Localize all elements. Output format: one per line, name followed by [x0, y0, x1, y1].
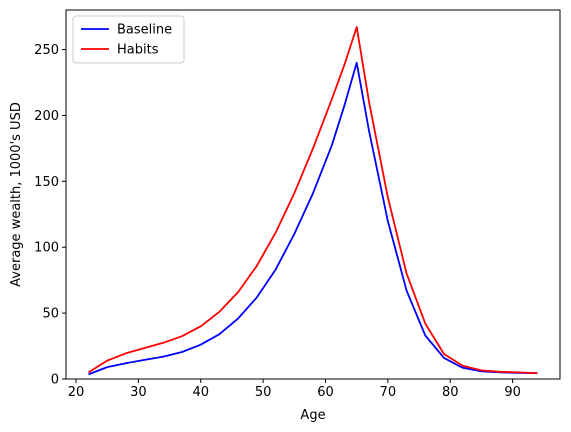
y-tick-label: 0 — [51, 373, 59, 388]
plot-frame — [65, 9, 561, 380]
x-tick-label: 80 — [442, 385, 459, 400]
x-tick-label: 90 — [504, 385, 521, 400]
legend-label-baseline: Baseline — [117, 23, 172, 38]
series-lines — [88, 26, 538, 376]
legend-box — [72, 15, 185, 64]
y-tick-label: 200 — [34, 109, 59, 124]
y-tick-label: 150 — [34, 175, 59, 190]
series-line-habits — [88, 26, 538, 374]
y-tick-label: 250 — [34, 43, 59, 58]
legend-label-habits: Habits — [117, 43, 159, 58]
y-axis-label: Average wealth, 1000's USD — [9, 102, 24, 287]
x-axis-ticks: 20 30 40 50 60 70 80 90 — [68, 379, 521, 400]
x-tick-label: 20 — [68, 385, 85, 400]
x-axis-label: Age — [300, 408, 325, 423]
x-tick-label: 60 — [317, 385, 334, 400]
y-axis-ticks: 0 50 100 150 200 250 — [34, 43, 66, 388]
x-tick-label: 70 — [380, 385, 397, 400]
series-line-baseline — [88, 61, 538, 376]
legend: Baseline Habits — [72, 15, 185, 64]
x-tick-label: 50 — [255, 385, 272, 400]
x-tick-label: 30 — [130, 385, 147, 400]
y-tick-label: 50 — [42, 307, 59, 322]
x-tick-label: 40 — [192, 385, 209, 400]
y-tick-label: 100 — [34, 241, 59, 256]
